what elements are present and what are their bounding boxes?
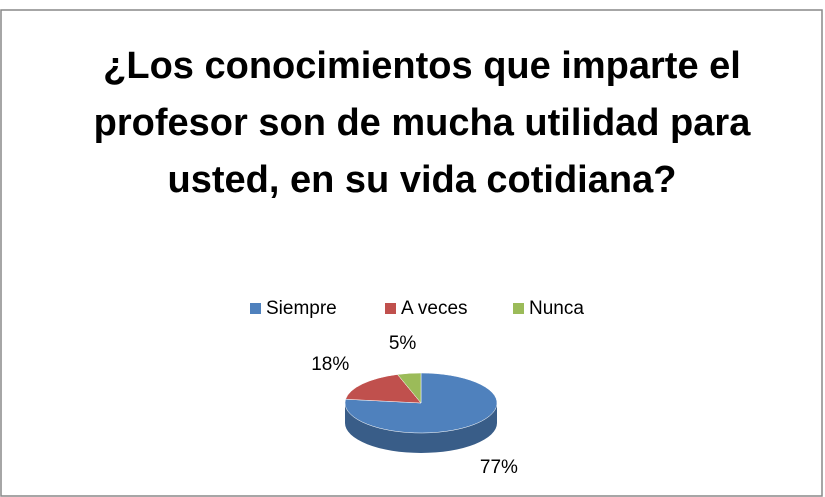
legend-swatch [513,303,524,314]
legend-label: Nunca [529,298,584,319]
pie-side [345,403,497,453]
legend-swatch [250,303,261,314]
data-label: 77% [480,457,518,478]
pie-slice [397,372,422,404]
data-label: 5% [389,333,417,354]
pie-slice [344,372,498,434]
data-label: 18% [311,354,349,375]
legend-label: Siempre [266,298,337,319]
chart-title: ¿Los conocimientos que imparte el profes… [93,45,751,201]
legend-label: A veces [401,298,468,319]
pie-slice [345,374,422,404]
legend-swatch [385,303,396,314]
